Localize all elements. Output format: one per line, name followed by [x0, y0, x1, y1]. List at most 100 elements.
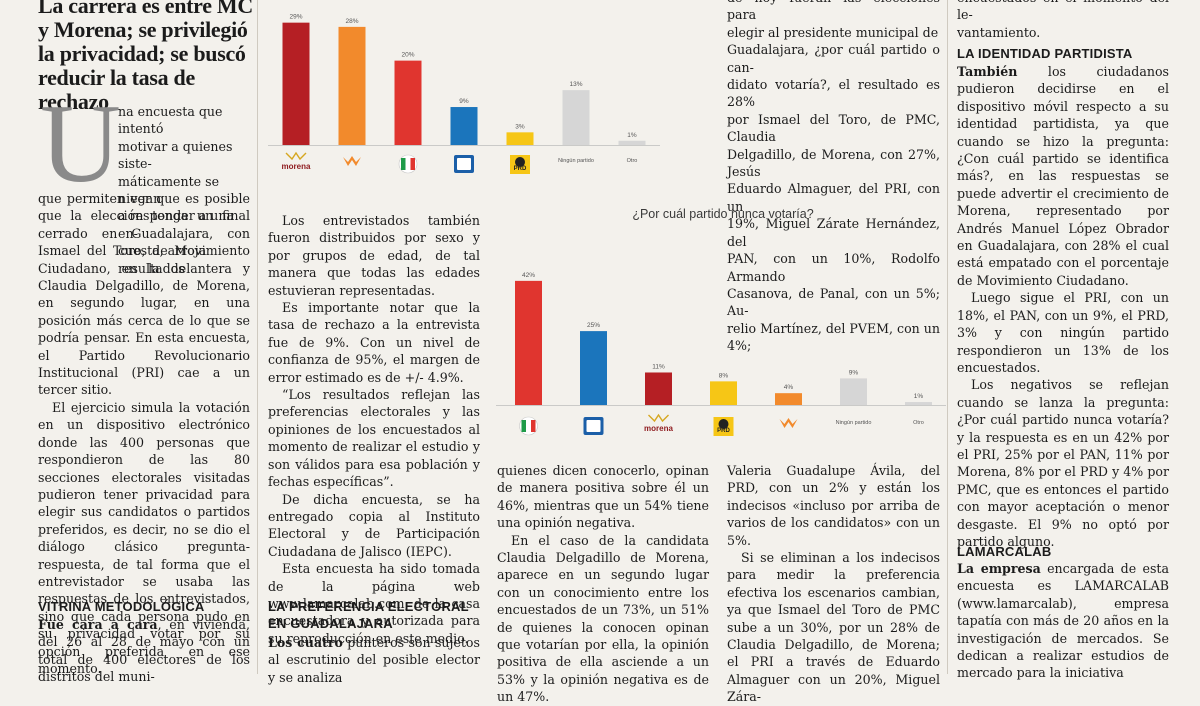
col2-body: Los entrevistados también fueron distrib… [268, 212, 480, 647]
tick-label: morena [644, 424, 673, 433]
bar-value-label: 11% [652, 363, 665, 370]
chart-title: ¿Por cuál partido nunca votaría? [632, 207, 814, 221]
prd-logo-icon [510, 155, 530, 174]
intro-line: a responder a una en- [118, 208, 234, 241]
paragraph: quienes dicen conocerlo, opinan de maner… [497, 463, 709, 531]
logo-inner [457, 158, 471, 170]
col5-body-2: La empresa encargada de esta encuesta es… [957, 560, 1169, 682]
chart-never-vote: 42% 25% PAN 11% morena 8% PRD 4% 9% Ningún partid… [496, 262, 951, 444]
bar-value-label: 1% [914, 393, 924, 400]
headline-line: y Morena; se privilegió [38, 17, 248, 42]
text-line: elegir al presidente municipal de [727, 24, 939, 40]
bar-ning-n-partido [840, 378, 867, 405]
paragraph: Fue cara a cara, en vivienda, del 26 al … [38, 616, 250, 686]
tick-label: Otro [627, 158, 638, 164]
paragraph: Es importante notar que la tasa de recha… [268, 300, 480, 385]
lead-in: También [957, 64, 1018, 79]
bar-otro [905, 402, 932, 405]
eagle-shape [779, 418, 798, 428]
section-heading: LA PREFERENCIA ELECTORAL EN GUADALAJARA [268, 599, 469, 631]
left-body: que permiten ver que es posible que la e… [38, 190, 250, 677]
text-line: Eduardo Almaguer, del PRI, con un [727, 181, 940, 214]
paragraph-text: los ciudadanos pudieron decidirse en el … [957, 64, 1169, 288]
text-line: 19%, Miguel Zárate Hernández, del [727, 216, 940, 249]
paragraph: El ejercicio simula la votación en un di… [38, 399, 250, 676]
bar-prd [710, 381, 737, 405]
paragraph: La empresa encargada de esta encuesta es… [957, 560, 1169, 682]
logo-band [521, 420, 526, 432]
column-rule [947, 0, 948, 674]
eagle-shape [343, 156, 361, 166]
col4-body: Valeria Guadalupe Ávila, del PRD, con un… [727, 462, 940, 706]
text-line: Guadalajara, ¿por cuál partido o can- [727, 42, 940, 75]
intro-line: cuesta, arroja resultados [118, 243, 207, 276]
section-heading: LA IDENTIDAD PARTIDISTA [957, 46, 1133, 61]
movimiento-ciudadano-logo-icon [343, 156, 361, 166]
tick-label: PRD [717, 428, 730, 434]
paragraph: “Los resultados reflejan las preferencia… [268, 387, 480, 490]
lead-in: Fue cara a cara [38, 617, 158, 632]
morena-logo-icon [648, 413, 669, 423]
bar-ning-n-partido [562, 90, 590, 145]
tick-label: Otro [913, 420, 924, 426]
sun-icon [515, 157, 525, 167]
bar-value-label: 20% [401, 52, 414, 59]
bar-value-label: 1% [627, 132, 637, 139]
bar-otro [618, 140, 646, 145]
paragraph: que permiten ver que es posible que la e… [38, 191, 250, 398]
logo-inner [586, 420, 601, 432]
drop-cap: U [40, 82, 121, 206]
text-line: Delgadillo, de Morena, con 27%, Jesús [727, 146, 940, 180]
text-line: por Ismael del Toro, de PMC, Claudia [727, 111, 940, 145]
logo-band [531, 420, 536, 432]
wing-shape [285, 151, 307, 161]
section-heading: LAMARCALAB [957, 544, 1052, 559]
paragraph: De dicha encuesta, se ha entregado copia… [268, 491, 480, 559]
bar-pan [580, 331, 607, 405]
bar-prd [506, 132, 534, 145]
bar-value-label: 4% [784, 384, 794, 391]
bar-pri [515, 280, 542, 405]
morena-logo-icon [285, 151, 307, 161]
paragraph-text: encargada de esta encuesta es LAMARCALAB… [957, 561, 1169, 681]
intro-lines: na encuesta que intentó motivar a quiene… [118, 103, 250, 277]
bar-value-label: 28% [345, 18, 358, 25]
section-heading: VITRINA METODOLÓGICA [38, 599, 205, 614]
col4-top: de hoy fueran las elecciones para elegir… [727, 0, 940, 355]
bar-movimiento-ciudadano [775, 393, 802, 405]
chart-party-identity: 29% morena 28% 20% 9% PAN 3% PRD 13% Ningún parti… [268, 0, 688, 185]
col2-body-2: Los cuatro punteros son sujetos al escru… [268, 634, 480, 686]
text-line: vantamiento. [957, 24, 1041, 40]
text-line: didato votaría?, el resultado es 28% [727, 77, 940, 110]
headline-line: reducir la tasa de rechazo [38, 65, 195, 114]
pan-logo-icon [454, 155, 474, 173]
movimiento-ciudadano-logo-icon [779, 418, 798, 428]
paragraph: Si se eliminan a los indecisos para medi… [727, 550, 940, 705]
text-line: relio Martínez, del PVEM, con un 4%; [727, 320, 941, 354]
pri-logo-icon [398, 154, 418, 174]
headline-line: la privacidad; se buscó [38, 41, 246, 66]
wing-shape [648, 413, 669, 423]
paragraph: Luego sigue el PRI, con un 18%, el PAN, … [957, 290, 1169, 375]
bar-value-label: 13% [569, 81, 582, 88]
bar-value-label: 29% [289, 14, 302, 21]
bar-morena [282, 22, 310, 145]
col5-body: También los ciudadanos pudieron decidirs… [957, 63, 1169, 550]
pan-logo-icon [583, 417, 604, 435]
paragraph: También los ciudadanos pudieron decidirs… [957, 63, 1169, 289]
text-line: Casanova, de Panal, con un 5%; Au- [727, 285, 940, 319]
tick-label: PAN [458, 166, 470, 172]
left-body-2: Fue cara a cara, en vivienda, del 26 al … [38, 616, 250, 686]
tick-label: PRD [514, 166, 527, 172]
paragraph: Esta encuesta ha sido tomada de la págin… [268, 561, 480, 646]
tick-label: PAN [587, 428, 599, 434]
headline-line: La carrera es entre MC [38, 0, 253, 18]
paragraph: Los negativos se reflejan cuando se lanz… [957, 377, 1169, 549]
logo-band [401, 158, 406, 170]
paragraph: Valeria Guadalupe Ávila, del PRD, con un… [727, 463, 940, 548]
tick-label: morena [282, 162, 311, 171]
intro-line: máticamente se niegan [118, 173, 220, 207]
bar-movimiento-ciudadano [338, 26, 366, 145]
bar-chart: 42% 25% PAN 11% morena 8% PRD 4% 9% Ningún partid… [496, 272, 951, 436]
bar-value-label: 9% [459, 98, 469, 105]
